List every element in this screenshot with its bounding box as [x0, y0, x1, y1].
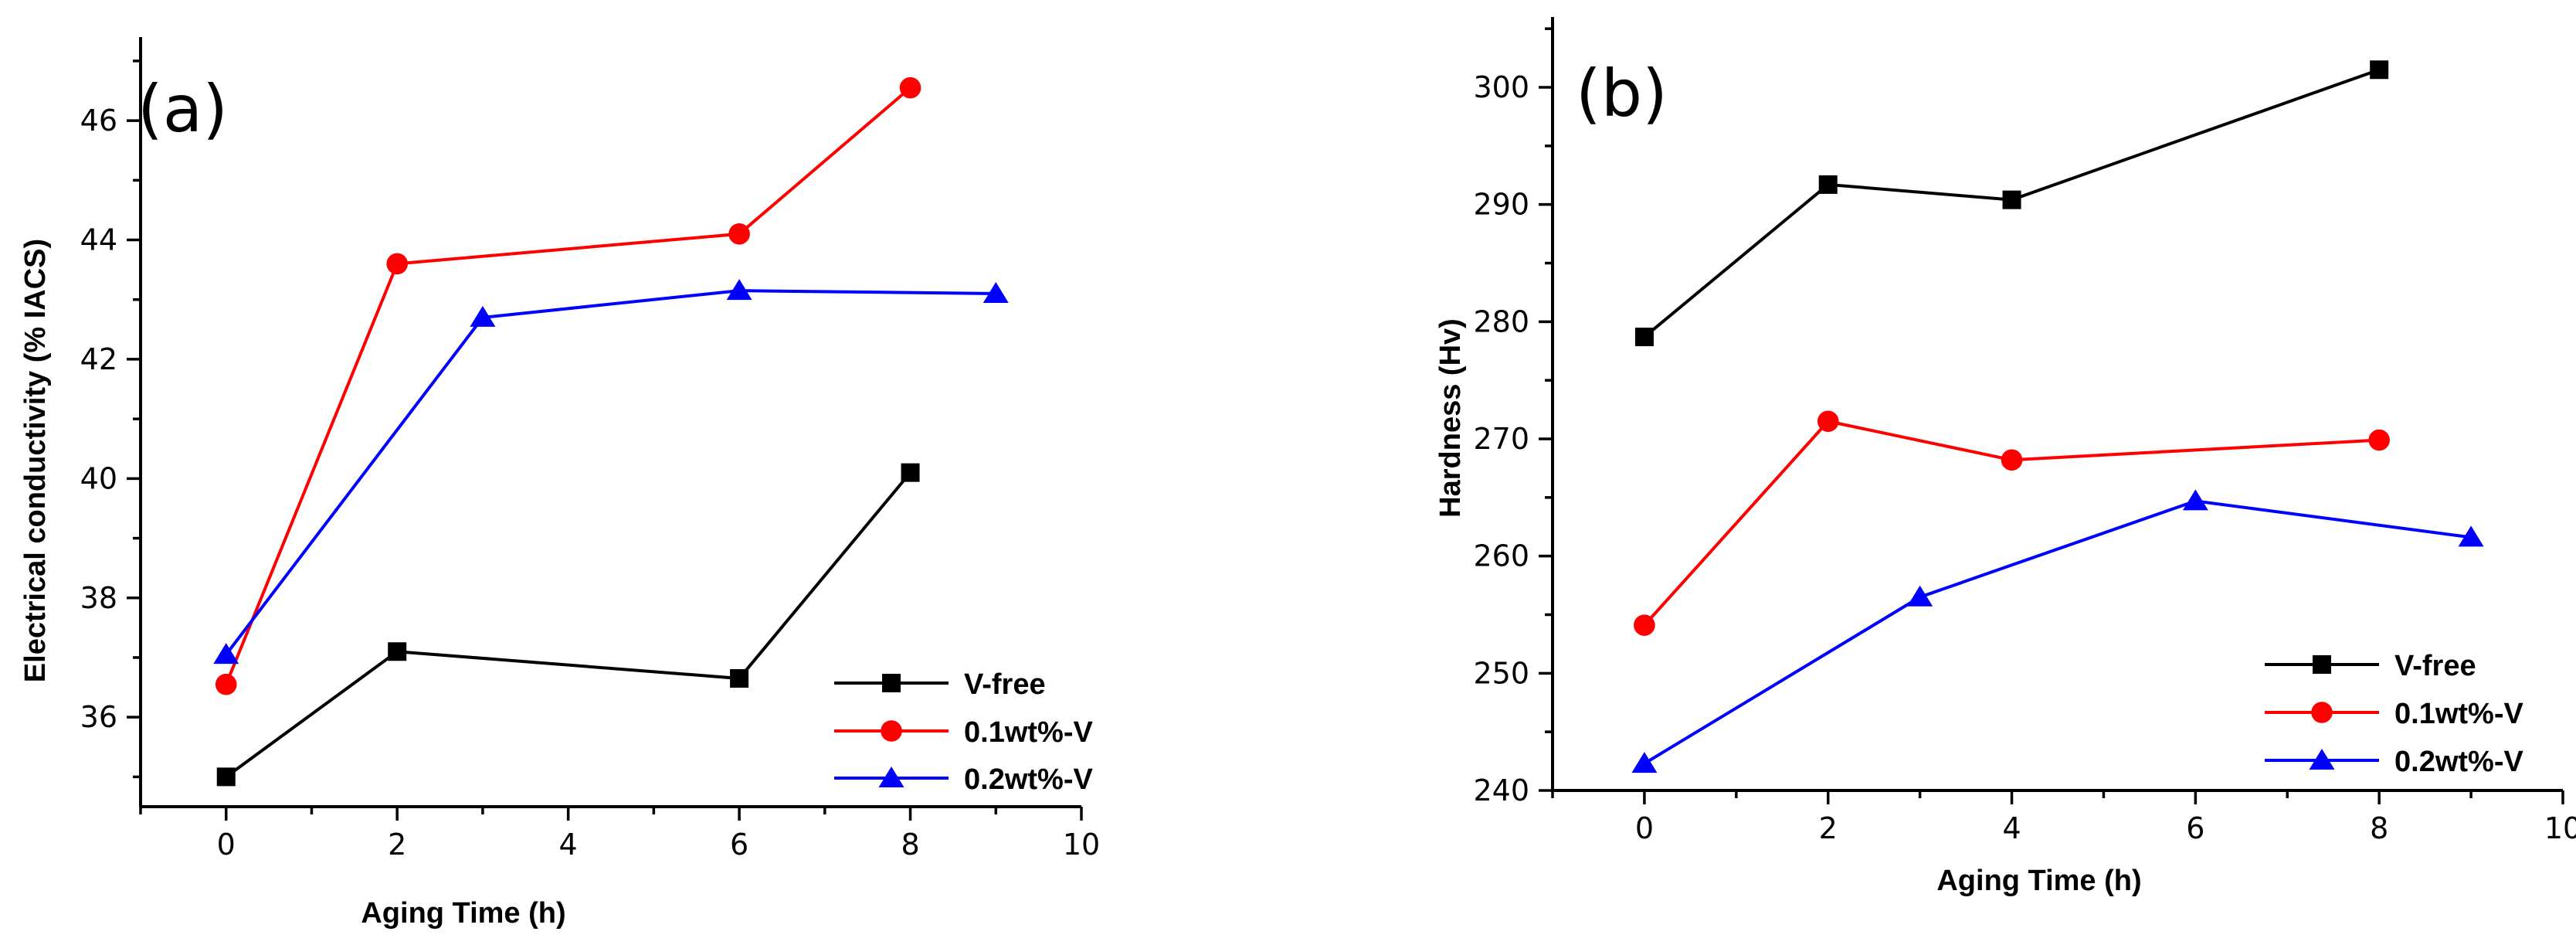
y-axis-title: Hardness (Hv) [1434, 318, 1467, 518]
chart-panel-b: Hardness (Hv) Aging Time (h) (b) 0 2 4 6 8 10… [1434, 17, 2576, 897]
y-tick-label: 280 [1473, 304, 1529, 338]
data-point [2002, 190, 2021, 209]
series-line [1643, 68, 2380, 338]
data-point [386, 253, 408, 275]
data-point [1818, 175, 1838, 194]
legend-label: V-free [2394, 650, 2476, 682]
data-point [215, 673, 237, 695]
legend-marker [882, 674, 901, 692]
data-point [2368, 429, 2390, 451]
y-tick-label: 270 [1473, 422, 1529, 456]
data-point [2001, 449, 2023, 471]
x-tick-label: 8 [901, 828, 919, 862]
x-tick-label: 6 [730, 828, 748, 862]
legend: V-free 0.1wt%-V 0.2wt%-V [834, 668, 1093, 796]
data-point [726, 279, 752, 301]
panel-label: (b) [1576, 56, 1668, 131]
data-point [388, 642, 407, 661]
legend-marker [881, 720, 902, 742]
data-point [213, 643, 239, 665]
y-tick-label: 260 [1473, 539, 1529, 573]
data-point [1634, 614, 1655, 636]
legend-label: 0.2wt%-V [2394, 746, 2523, 778]
legend-marker [2313, 655, 2331, 674]
y-tick-label: 38 [80, 581, 117, 615]
x-tick-label: 0 [217, 828, 236, 862]
data-point [2182, 489, 2208, 511]
legend-label: 0.1wt%-V [964, 716, 1093, 749]
data-point [983, 282, 1009, 303]
legend-marker [2311, 702, 2333, 723]
y-tick-label: 290 [1473, 188, 1529, 222]
x-tick-label: 2 [1819, 811, 1838, 845]
series-line [1643, 420, 2380, 627]
x-axis-title: Aging Time (h) [1936, 865, 2141, 897]
data-point [216, 767, 236, 787]
y-tick-label: 40 [80, 461, 117, 495]
x-tick-label: 0 [1635, 811, 1654, 845]
data-point [899, 76, 921, 99]
data-point [1631, 752, 1658, 773]
y-tick-label: 250 [1473, 656, 1529, 690]
data-point [2370, 60, 2389, 80]
x-tick-label: 4 [559, 828, 578, 862]
x-tick-label: 10 [1063, 828, 1100, 862]
legend-label: 0.2wt%-V [964, 763, 1093, 796]
data-point [730, 669, 749, 688]
x-tick-label: 4 [2002, 811, 2021, 845]
x-tick-label: 8 [2370, 811, 2388, 845]
y-tick-label: 46 [80, 104, 117, 138]
series-line [224, 87, 911, 685]
x-tick-label: 10 [2544, 811, 2576, 845]
y-tick-label: 300 [1473, 70, 1529, 104]
data-point [1907, 585, 1933, 607]
y-axis-title: Electrical conductivity (% IACS) [19, 239, 52, 682]
legend-label: 0.1wt%-V [2394, 698, 2523, 730]
x-tick-label: 2 [388, 828, 406, 862]
y-tick-label: 42 [80, 342, 117, 376]
legend-marker [2309, 749, 2335, 770]
data-point [1817, 410, 1839, 433]
legend: V-free 0.1wt%-V 0.2wt%-V [2265, 650, 2523, 778]
x-axis-title: Aging Time (h) [361, 897, 565, 930]
legend-marker [878, 767, 904, 787]
data-point [1634, 328, 1654, 347]
y-tick-label: 240 [1473, 773, 1529, 807]
chart-panel-a: Electrical conductivity (% IACS) Aging T… [19, 37, 1100, 930]
y-tick-label: 36 [80, 700, 117, 734]
y-tick-label: 44 [80, 223, 117, 257]
series-line [225, 471, 912, 779]
panel-label: (a) [137, 71, 228, 147]
legend-label: V-free [964, 668, 1046, 701]
series-line [1643, 499, 2472, 765]
data-point [901, 463, 920, 482]
x-tick-label: 6 [2186, 811, 2204, 845]
data-point [470, 305, 496, 327]
data-point [2458, 525, 2484, 547]
series-line [225, 289, 996, 656]
data-point [728, 223, 750, 245]
